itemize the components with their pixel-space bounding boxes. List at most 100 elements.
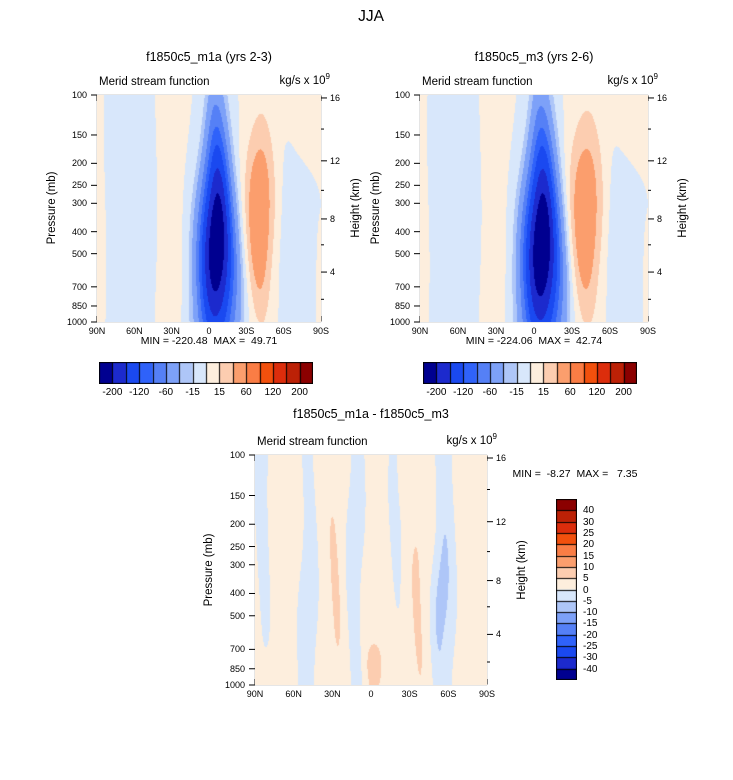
units-base: kg/s x 10: [607, 74, 654, 87]
height-tick-label: 12: [496, 516, 507, 527]
height-tick-label: 4: [330, 267, 336, 278]
colorbar-tick-label: -15: [583, 618, 598, 630]
pressure-axis-label: Pressure (mb): [203, 533, 215, 607]
units-exponent: 9: [325, 72, 330, 81]
colorbar-tick-label: -5: [583, 595, 592, 607]
colorbar-tick-label: -200: [426, 387, 447, 398]
colorbar-tick-label: -20: [583, 629, 598, 641]
height-axis-label: Height (km): [677, 178, 689, 238]
contour-plot-diff: [255, 455, 487, 685]
pressure-tick-label: 100: [394, 90, 410, 100]
lat-tick-label: 30S: [563, 326, 580, 336]
lat-tick-label: 0: [531, 326, 537, 336]
lat-tick-label: 30S: [401, 689, 418, 699]
pressure-tick-label: 150: [229, 490, 245, 501]
pressure-tick-label: 300: [71, 198, 87, 209]
field-title: Merid stream function: [99, 76, 210, 88]
pressure-tick-label: 850: [71, 300, 87, 311]
pressure-tick-label: 100: [229, 450, 245, 460]
height-tick-label: 12: [330, 155, 341, 166]
pressure-tick-label: 150: [71, 129, 87, 140]
pressure-tick-label: 150: [394, 129, 410, 140]
colorbar-tick-label: -200: [102, 387, 123, 398]
pressure-tick-label: 200: [394, 158, 410, 169]
pressure-tick-label: 1000: [224, 680, 245, 690]
colorbar-tick-label: 60: [240, 387, 252, 398]
colorbar-tick-label: 15: [583, 550, 595, 562]
lat-tick-label: 30N: [163, 326, 180, 336]
pressure-tick-label: 200: [71, 158, 87, 169]
colorbar-tick-label: 60: [564, 387, 576, 398]
field-title: Merid stream function: [422, 76, 533, 88]
pressure-tick-label: 500: [71, 248, 87, 259]
minmax-annotation: MIN = -220.48 MAX = 49.71: [140, 335, 278, 347]
colorbar-tick-label: 0: [583, 584, 589, 596]
colorbar-tick-label: 120: [264, 387, 282, 398]
pressure-tick-label: 1000: [66, 317, 87, 327]
pressure-tick-label: 500: [229, 610, 245, 621]
colorbar-tick-label: -120: [129, 387, 150, 398]
pressure-tick-label: 850: [229, 663, 245, 674]
colorbar-tick-label: 200: [615, 387, 632, 398]
colorbar-tick-label: 15: [537, 387, 549, 398]
units-exponent: 9: [492, 432, 497, 441]
pressure-tick-label: 400: [394, 226, 410, 237]
lat-tick-label: 90S: [478, 689, 495, 699]
height-tick-label: 8: [657, 213, 663, 224]
colorbar-tick-label: 20: [583, 539, 595, 551]
minmax-annotation: MIN = -224.06 MAX = 42.74: [465, 335, 603, 347]
colorbar-tick-label: -60: [158, 387, 174, 398]
panel-title-m1a: f1850c5_m1a (yrs 2-3): [146, 50, 272, 64]
height-tick-label: 12: [657, 155, 668, 166]
field-title: Merid stream function: [257, 436, 368, 448]
lat-tick-label: 90S: [639, 326, 656, 336]
lat-tick-label: 90N: [411, 326, 429, 336]
lat-tick-label: 60S: [440, 689, 457, 699]
contour-plot-m3: [420, 95, 648, 322]
pressure-tick-label: 850: [394, 300, 410, 311]
colorbar-horizontal-m1a: [99, 362, 313, 384]
lat-tick-label: 90N: [88, 326, 106, 336]
units-label: kg/s x 109: [280, 72, 330, 87]
lat-tick-label: 30S: [238, 326, 255, 336]
lat-tick-label: 60N: [449, 326, 467, 336]
units-base: kg/s x 10: [446, 434, 493, 447]
lat-tick-label: 0: [206, 326, 212, 336]
pressure-tick-label: 100: [71, 90, 87, 100]
colorbar-tick-label: 120: [588, 387, 606, 398]
colorbar-tick-label: -120: [453, 387, 474, 398]
pressure-tick-label: 250: [229, 541, 245, 552]
lat-tick-label: 90S: [312, 326, 329, 336]
colorbar-vertical-diff: [556, 499, 577, 680]
pressure-tick-label: 400: [71, 226, 87, 237]
panel-title-m3: f1850c5_m3 (yrs 2-6): [474, 50, 594, 64]
lat-tick-label: 60N: [285, 689, 302, 699]
panel-title-diff: f1850c5_m1a - f1850c5_m3: [293, 407, 449, 421]
colorbar-tick-label: 5: [583, 573, 589, 585]
minmax-annotation: MIN = -8.27 MAX = 7.35: [512, 468, 638, 480]
lat-tick-label: 60N: [126, 326, 143, 336]
height-axis-label: Height (km): [516, 540, 528, 600]
colorbar-tick-label: -25: [583, 641, 598, 653]
pressure-tick-label: 1000: [389, 317, 410, 327]
height-tick-label: 4: [657, 267, 663, 278]
height-tick-label: 4: [496, 629, 502, 640]
lat-tick-label: 90N: [246, 689, 264, 699]
pressure-tick-label: 400: [229, 588, 245, 599]
lat-tick-label: 60S: [275, 326, 292, 336]
colorbar-tick-label: -15: [185, 387, 200, 398]
lat-tick-label: 60S: [601, 326, 618, 336]
colorbar-tick-label: -60: [482, 387, 498, 398]
lat-tick-label: 30N: [324, 689, 341, 699]
colorbar-tick-label: 25: [583, 527, 595, 539]
colorbar-tick-label: 30: [583, 516, 595, 528]
height-tick-label: 16: [657, 92, 668, 103]
height-tick-label: 16: [496, 452, 507, 463]
units-label: kg/s x 109: [608, 72, 658, 87]
pressure-tick-label: 200: [229, 519, 245, 530]
pressure-tick-label: 700: [71, 281, 87, 292]
height-tick-label: 8: [496, 575, 502, 586]
colorbar-tick-label: -15: [509, 387, 524, 398]
lat-tick-label: 30N: [487, 326, 505, 336]
